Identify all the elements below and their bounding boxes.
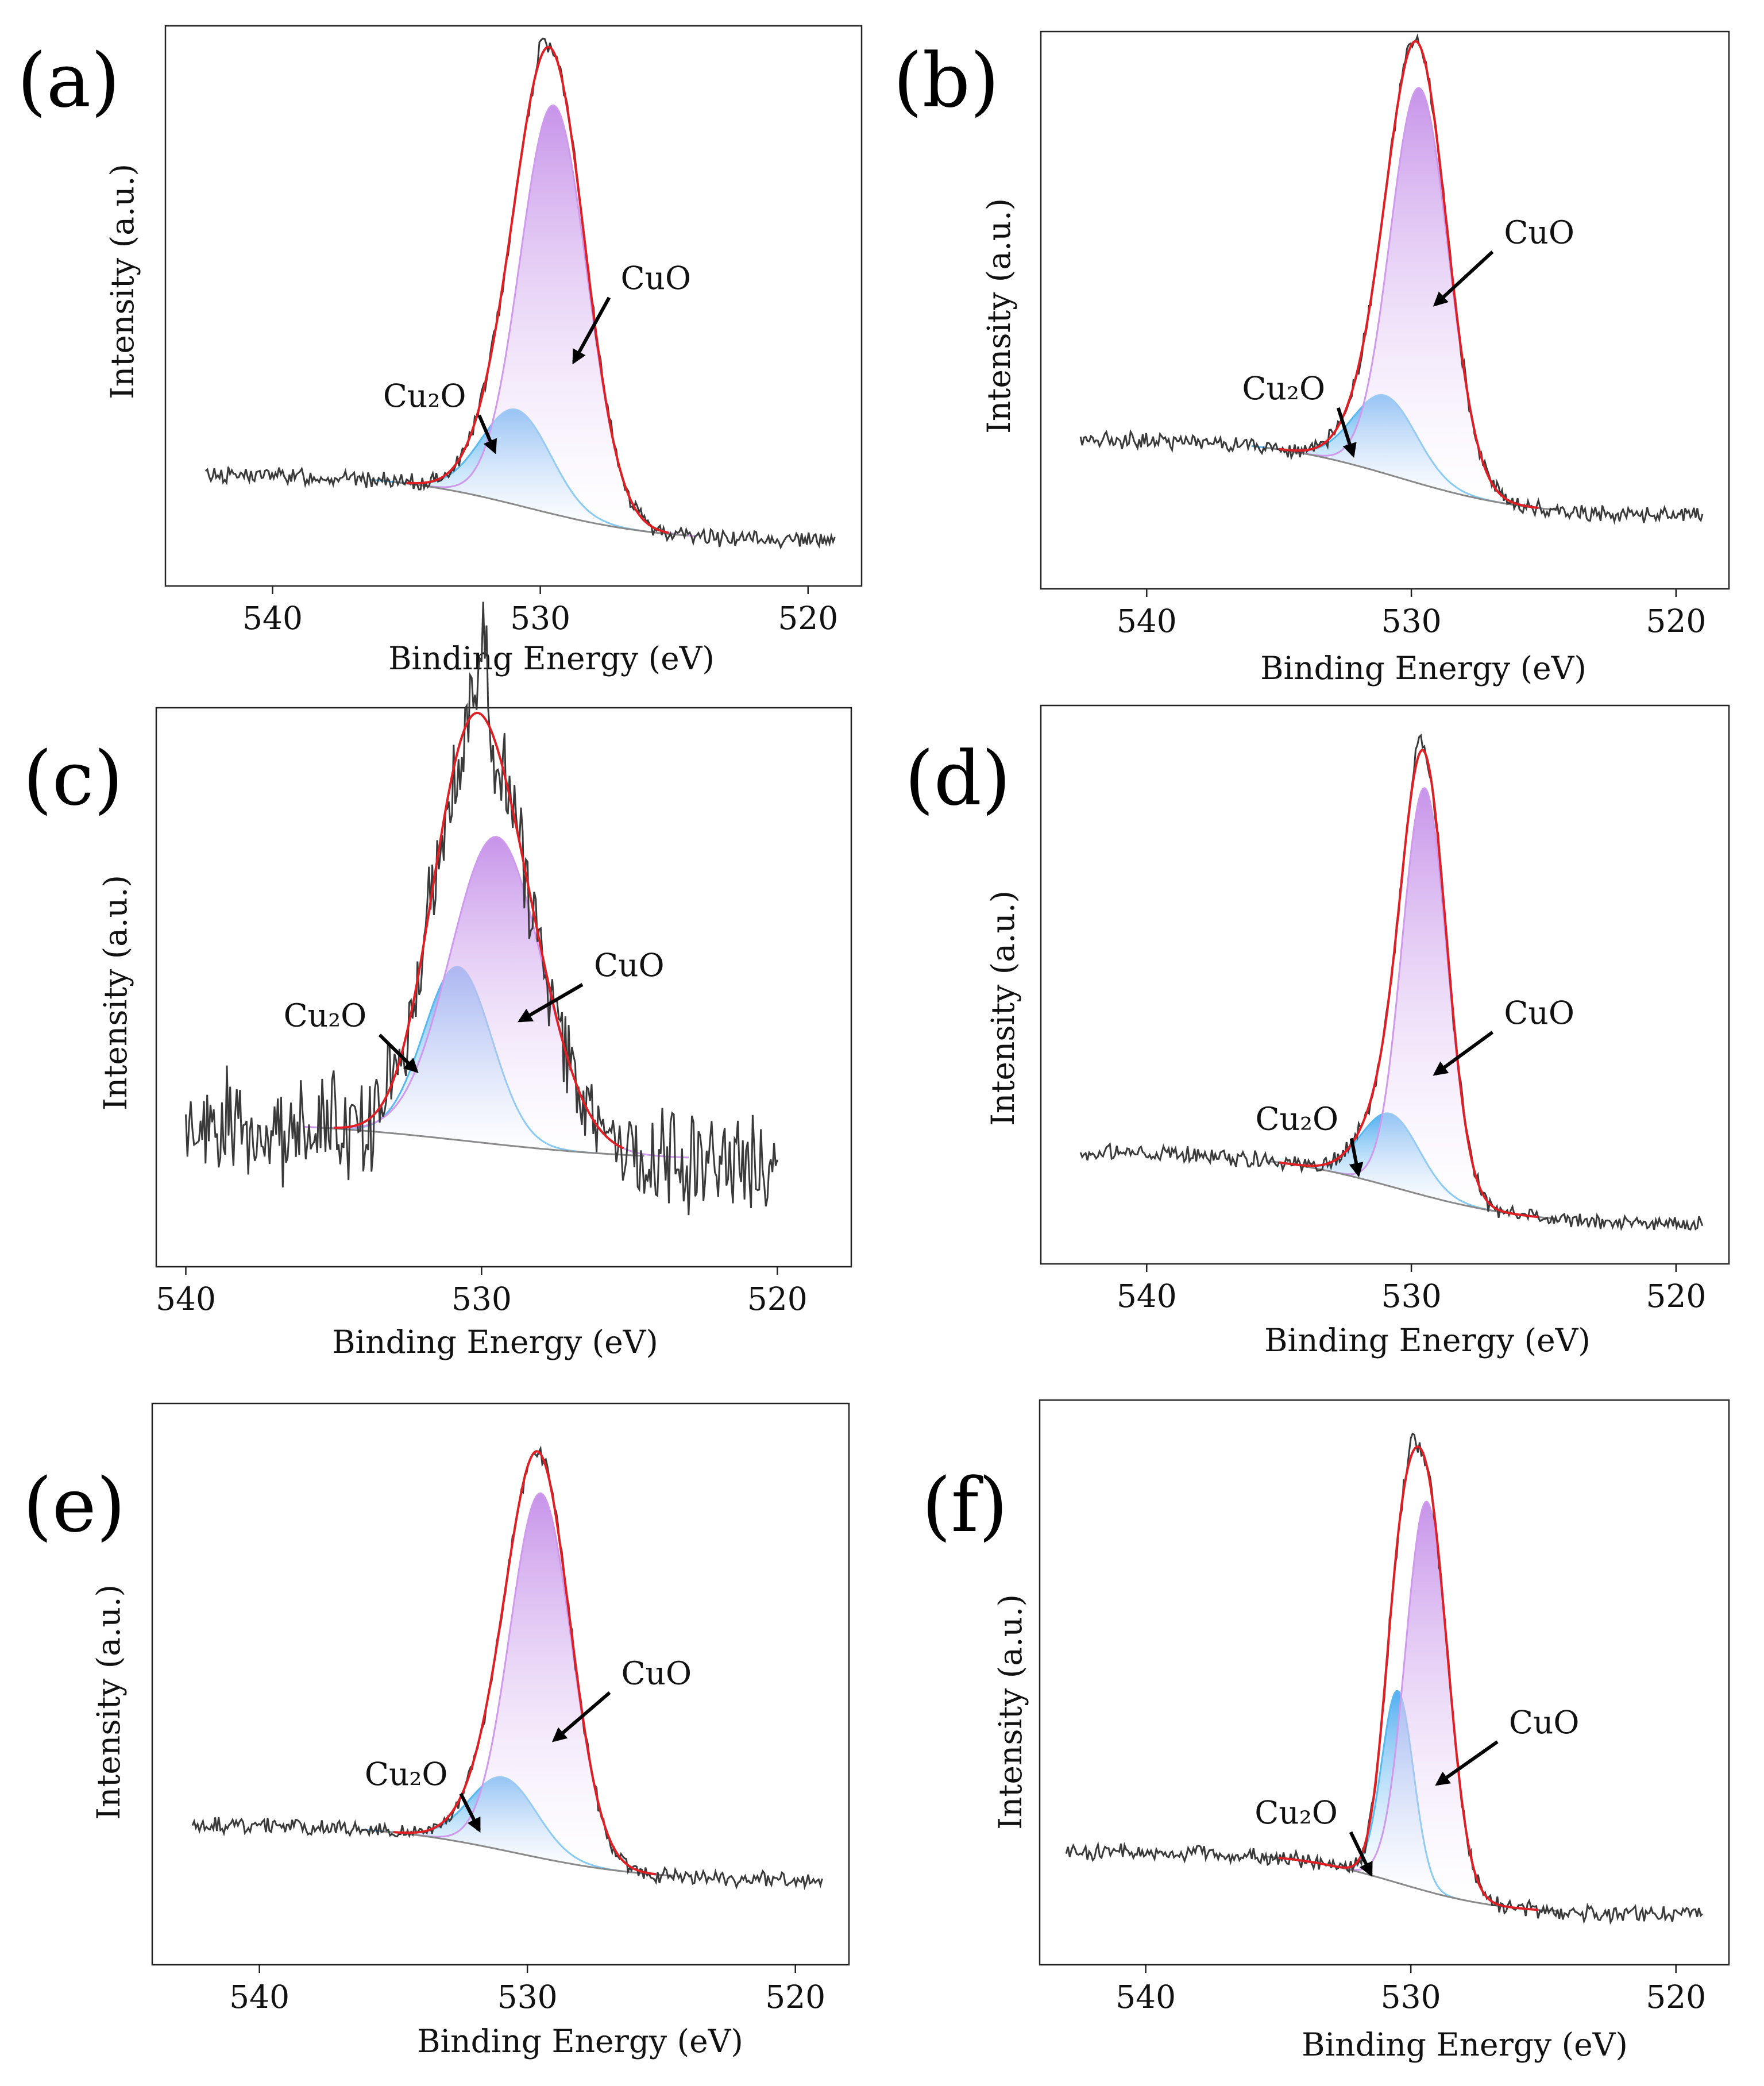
- cuo-fill: [413, 105, 694, 537]
- x-tick-label: 540: [1117, 1278, 1177, 1314]
- x-tick-label: 540: [156, 1281, 216, 1317]
- annotation-arrow: [1435, 1740, 1499, 1786]
- plot-frame: [151, 1402, 850, 1966]
- y-axis-title: Intensity (a.u.): [985, 890, 1021, 1126]
- envelope-fit-line: [393, 1450, 657, 1876]
- x-axis-title: Binding Energy (eV): [1260, 650, 1587, 687]
- annotation-arrow: [572, 296, 611, 365]
- x-tick-label: 520: [747, 1281, 808, 1317]
- panel-label: (a): [17, 37, 120, 124]
- cuo-fill: [1330, 788, 1519, 1215]
- annotation-label: CuO: [1509, 1704, 1580, 1741]
- annotation-arrow: [517, 983, 584, 1023]
- annotation-label: Cu₂O: [383, 377, 466, 414]
- annotation-label: CuO: [1504, 994, 1574, 1031]
- background-line: [393, 481, 688, 537]
- x-tick-label: 540: [1115, 1979, 1176, 2015]
- x-tick-label: 530: [1381, 1979, 1441, 2015]
- plot-frame: [1039, 1399, 1730, 1966]
- y-axis-title: Intensity (a.u.): [90, 1584, 127, 1820]
- x-tick-label: 520: [1646, 1979, 1706, 2015]
- annotation-arrow: [1433, 1031, 1494, 1076]
- cuo-fill: [1297, 88, 1542, 509]
- panel-label: (b): [893, 37, 999, 124]
- panel-e: (e) Binding Energy (eV) Intensity (a.u.)…: [23, 1402, 850, 2060]
- annotation-label: Cu₂O: [1255, 1100, 1338, 1137]
- x-tick-label: 520: [765, 1979, 825, 2015]
- y-axis-title: Intensity (a.u.): [104, 164, 141, 399]
- plot-frame: [164, 25, 863, 587]
- annotation-label: CuO: [620, 260, 691, 296]
- annotation-label: Cu₂O: [365, 1756, 448, 1792]
- annotation-label: CuO: [1504, 214, 1574, 250]
- annotation-arrow: [1433, 250, 1494, 307]
- envelope-fit-line: [1279, 749, 1539, 1219]
- x-tick-label: 530: [510, 600, 570, 637]
- x-axis-title: Binding Energy (eV): [332, 1324, 658, 1360]
- x-axis-title: Binding Energy (eV): [417, 2023, 743, 2060]
- background-line: [380, 1830, 675, 1877]
- panel-a: (a) Binding Energy (eV) Intensity (a.u.)…: [17, 25, 863, 677]
- plot-frame: [1040, 30, 1730, 590]
- plot-frame: [155, 707, 852, 1268]
- y-axis-title: Intensity (a.u.): [992, 1594, 1029, 1830]
- annotation-arrow: [477, 414, 497, 454]
- envelope-fit-line: [333, 711, 624, 1150]
- x-tick-label: 530: [1381, 603, 1442, 639]
- panel-c: (c) Binding Energy (eV) Intensity (a.u.)…: [23, 601, 852, 1360]
- annotation-label: Cu₂O: [1255, 1794, 1338, 1831]
- x-axis-title: Binding Energy (eV): [388, 640, 715, 677]
- raw-spectrum-line: [185, 601, 778, 1216]
- x-tick-label: 540: [1117, 603, 1177, 639]
- panel-label: (c): [23, 735, 123, 822]
- x-axis-title: Binding Energy (eV): [1302, 2026, 1628, 2063]
- annotation-arrow: [378, 1034, 419, 1073]
- panel-b: (b) Binding Energy (eV) Intensity (a.u.)…: [893, 30, 1730, 687]
- cuo-fill: [303, 836, 689, 1158]
- annotation-label: Cu₂O: [1242, 370, 1325, 407]
- envelope-fit-line: [1278, 1445, 1538, 1911]
- panel-f: (f) Binding Energy (eV) Intensity (a.u.)…: [922, 1399, 1730, 2063]
- envelope-fit-line: [1279, 40, 1539, 510]
- y-axis-title: Intensity (a.u.): [981, 198, 1017, 434]
- panel-d: (d) Binding Energy (eV) Intensity (a.u.)…: [905, 704, 1730, 1359]
- x-tick-label: 520: [778, 600, 838, 637]
- annotation-label: Cu₂O: [284, 997, 367, 1034]
- x-tick-label: 540: [242, 600, 303, 637]
- panel-label: (f): [922, 1462, 1008, 1549]
- annotation-arrow: [1349, 1831, 1373, 1877]
- annotation-arrow: [1336, 407, 1357, 458]
- x-tick-label: 520: [1646, 1278, 1706, 1314]
- x-tick-label: 540: [229, 1979, 290, 2015]
- annotation-label: CuO: [621, 1655, 692, 1691]
- annotation-arrow: [551, 1691, 611, 1742]
- annotation-arrow: [1349, 1138, 1364, 1178]
- x-tick-label: 530: [451, 1281, 512, 1317]
- plot-frame: [1040, 704, 1730, 1265]
- envelope-fit-line: [406, 45, 669, 534]
- cuo-fill: [1337, 1501, 1516, 1908]
- panel-label: (d): [905, 735, 1011, 822]
- annotation-label: CuO: [594, 947, 665, 984]
- panel-label: (e): [23, 1462, 125, 1549]
- x-tick-label: 530: [497, 1979, 558, 2015]
- x-axis-title: Binding Energy (eV): [1264, 1322, 1591, 1359]
- x-tick-label: 530: [1381, 1278, 1442, 1314]
- annotation-arrow: [459, 1792, 481, 1833]
- y-axis-title: Intensity (a.u.): [97, 875, 134, 1111]
- cuo-fill: [411, 1493, 670, 1876]
- x-tick-label: 520: [1646, 603, 1706, 639]
